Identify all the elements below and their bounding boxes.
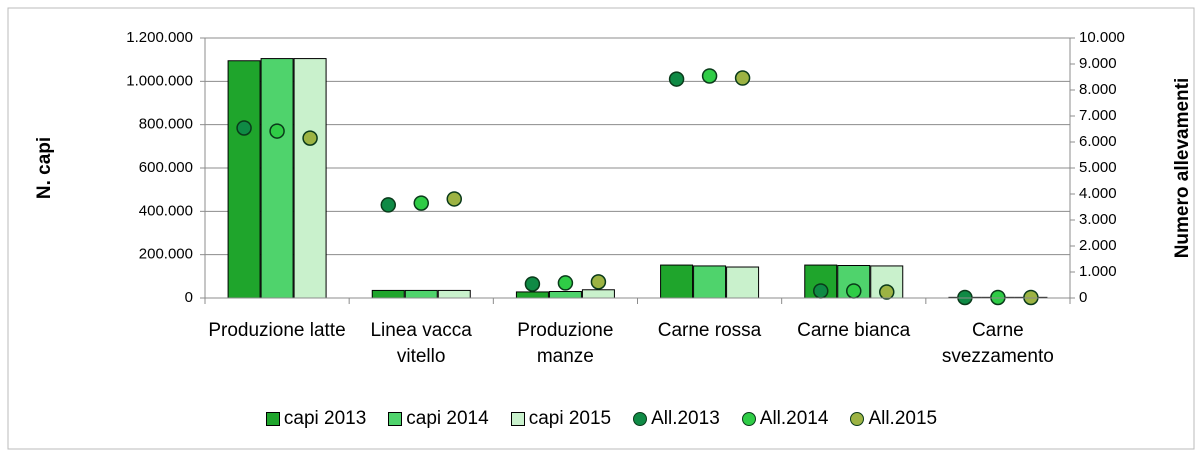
y2-tick-label: 10.000 [1079,29,1125,46]
bar [293,58,327,299]
y2-tick-label: 3.000 [1079,211,1117,228]
y2-axis-label: Numero allevamenti [1172,78,1193,259]
y-tick-label: 600.000 [139,159,193,176]
bar [404,289,438,299]
bar [437,289,471,299]
y2-tick-label: 7.000 [1079,107,1117,124]
legend: capi 2013 capi 2014 capi 2015 All.2013 All.2… [0,408,1203,430]
point [990,289,1006,306]
point [269,123,285,139]
legend-label: All.2015 [868,408,938,429]
bar [260,58,294,299]
x-tick-label: Produzione manze [517,320,614,367]
chart-border [7,7,1195,450]
legend-marker [265,412,280,426]
y-tick-label: 1.000.000 [126,72,193,89]
legend-marker [633,412,648,426]
legend-label: capi 2013 [283,408,367,429]
bar [515,291,549,299]
point [380,197,396,213]
bar [837,265,871,299]
bar [548,291,582,299]
y-tick-label: 1.200.000 [126,29,193,46]
bar [660,264,694,299]
x-tick-label: Carne rossa [657,320,762,341]
bar [227,60,261,299]
point [1023,289,1039,306]
y2-tick-label: 9.000 [1079,55,1117,72]
point [302,130,318,146]
point [813,283,829,299]
legend-item: capi 2014 [388,408,489,430]
legend-label: capi 2014 [406,408,489,429]
legend-marker [510,412,525,426]
point [236,120,252,136]
point [524,276,541,292]
x-tick-label: Carne svezzamento [941,320,1054,367]
x-tick-label: Carne bianca [797,320,911,341]
bar [693,265,727,299]
legend-item: capi 2013 [265,408,367,430]
y2-tick-label: 0 [1079,289,1087,306]
point [846,283,862,299]
legend-item: All.2013 [633,408,720,430]
y2-tick-label: 1.000 [1079,263,1117,280]
x-tick-label: Linea vacca vitello [370,320,472,367]
legend-item: All.2015 [850,408,937,430]
point [957,289,973,306]
legend-item: capi 2015 [510,408,612,430]
point [590,274,607,290]
bar [371,289,405,299]
y2-tick-label: 2.000 [1079,237,1117,254]
y-tick-label: 200.000 [139,246,193,263]
y2-tick-label: 5.000 [1079,159,1117,176]
bar [726,266,760,299]
legend-item: All.2014 [741,408,829,430]
y-tick-label: 800.000 [139,116,193,133]
y-axis-label: N. capi [34,137,55,199]
legend-label: capi 2015 [528,408,612,429]
point [446,191,462,207]
legend-marker [850,412,865,426]
point [668,71,685,87]
legend-marker [741,412,756,426]
y2-tick-label: 4.000 [1079,185,1117,202]
point [413,195,429,211]
legend-marker [388,412,403,426]
y2-tick-label: 8.000 [1079,81,1117,98]
legend-label: All.2013 [651,408,720,429]
y-tick-label: 400.000 [139,202,193,219]
point [879,284,895,300]
x-tick-label: Produzione latte [208,320,346,341]
point [701,68,718,84]
point [734,70,751,86]
y2-tick-label: 6.000 [1079,133,1117,150]
legend-label: All.2014 [759,408,829,429]
bar [581,289,615,299]
y-tick-label: 0 [185,289,193,306]
point [557,275,574,291]
